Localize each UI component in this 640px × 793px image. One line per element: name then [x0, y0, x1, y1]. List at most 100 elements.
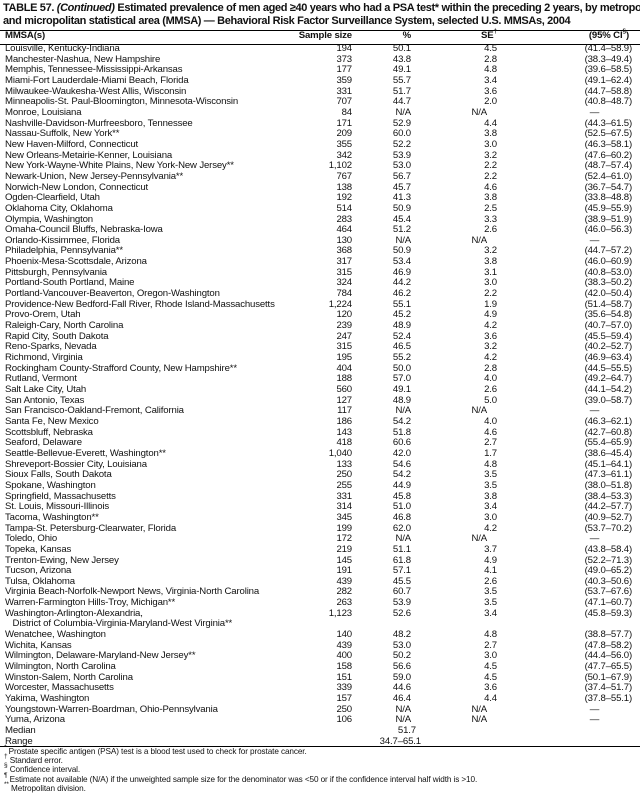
table-row: New Orleans-Metairie-Kenner, Louisiana 34…: [0, 149, 640, 162]
ci-cell: (44.4–56.0): [584, 650, 633, 662]
table-row: Winston-Salem, North Carolina 151 59.0 4.5 (…: [0, 671, 640, 684]
percent-cell: 49.1: [392, 64, 411, 76]
se-cell: 2.7: [484, 639, 497, 651]
title-line-2: and micropolitan statistical area (MMSA)…: [3, 15, 571, 27]
se-cell: N/A: [471, 106, 487, 118]
mmsa-cell: Omaha-Council Bluffs, Nebraska-Iowa: [5, 224, 163, 236]
header-ci-label: (95% CI: [588, 30, 623, 41]
sample-size-cell: 331: [336, 85, 352, 97]
mmsa-cell: Warren-Farmington Hills-Troy, Michigan**: [5, 597, 176, 609]
mmsa-cell: Richmond, Virginia: [5, 352, 83, 364]
ci-cell: —: [589, 405, 600, 417]
sample-size-cell: 130: [336, 234, 352, 246]
sample-size-cell: 342: [336, 149, 352, 161]
sample-size-cell: 143: [336, 426, 352, 438]
sample-size-cell: 560: [336, 384, 352, 395]
percent-cell: 53.9: [392, 597, 411, 609]
sample-size-cell: 199: [336, 522, 352, 534]
percent-cell: 46.9: [392, 266, 411, 278]
percent-cell: 48.9: [392, 320, 411, 332]
percent-cell: N/A: [395, 106, 411, 118]
table-row: Wilmington, Delaware-Maryland-New Jersey…: [0, 651, 640, 662]
ci-cell: (44.3–61.5): [584, 117, 633, 129]
table-row: Omaha-Council Bluffs, Nebraska-Iowa 464 51…: [0, 224, 640, 236]
ci-cell: (38.3–50.2): [584, 277, 633, 289]
mmsa-cell: Yakima, Washington: [5, 693, 90, 705]
footnote-text: Estimate not available (N/A) if the unwe…: [9, 774, 478, 784]
table-row: Reno-Sparks, Nevada 315 46.5 3.2 (40.2–52.7): [0, 342, 640, 353]
se-cell: 3.1: [484, 266, 497, 278]
percent-cell: 51.8: [392, 426, 411, 438]
footnotes: * Prostate specific antigen (PSA) test i…: [4, 744, 478, 793]
se-cell: 2.7: [484, 437, 497, 449]
se-cell: 4.5: [484, 43, 497, 54]
sample-size-cell: 172: [336, 533, 352, 545]
percent-cell: N/A: [395, 533, 411, 545]
sample-size-cell: 209: [336, 128, 352, 140]
se-cell: 3.3: [484, 213, 497, 225]
ci-cell: (44.7–57.2): [584, 245, 633, 257]
mmsa-cell: Tulsa, Oklahoma: [5, 575, 75, 587]
mmsa-cell: Milwaukee-Waukesha-West Allis, Wisconsin: [5, 85, 187, 97]
percent-cell: 44.6: [392, 682, 411, 694]
table-row: Memphis, Tennessee-Mississippi-Arkansas 1…: [0, 65, 640, 76]
table-row: Wenatchee, Washington 140 48.2 4.8 (38.8–57.…: [0, 629, 640, 641]
mmsa-cell: Newark-Union, New Jersey-Pennsylvania**: [5, 170, 184, 182]
se-cell: 2.6: [484, 575, 497, 587]
se-cell: 2.8: [484, 53, 497, 65]
sample-size-cell: 784: [336, 288, 352, 300]
mmsa-cell: Olympia, Washington: [5, 213, 93, 225]
ci-cell: (47.1–60.7): [584, 597, 633, 609]
footnote-mark: †: [4, 753, 8, 761]
se-cell: 4.4: [484, 117, 497, 129]
sample-size-cell: 263: [336, 597, 352, 609]
table-row: Toledo, Ohio 172 N/A N/A —: [0, 534, 640, 545]
mmsa-cell: Shreveport-Bossier City, Louisiana: [5, 458, 147, 470]
sample-size-cell: 140: [336, 629, 352, 641]
table-row: Yakima, Washington 157 46.4 4.4 (37.8–55.1): [0, 693, 640, 705]
percent-cell: 53.0: [392, 639, 411, 651]
se-cell: 2.2: [484, 160, 497, 172]
summary-value: 34.7–65.1: [379, 735, 421, 747]
sample-size-cell: 1,123: [328, 607, 352, 619]
sample-size-cell: 127: [336, 394, 352, 406]
percent-cell: 45.5: [392, 575, 411, 587]
mmsa-cell: Wichita, Kansas: [5, 639, 72, 651]
table-row: Portland-South Portland, Maine 324 44.2 3.0…: [0, 278, 640, 289]
ci-cell: (51.4–58.7): [584, 298, 633, 310]
mmsa-cell: Winston-Salem, North Carolina: [5, 671, 133, 683]
percent-cell: 44.2: [392, 277, 411, 289]
header-mmsa: MMSA(s): [5, 30, 45, 41]
mmsa-cell: Louisville, Kentucky-Indiana: [5, 43, 120, 54]
ci-cell: —: [589, 703, 600, 715]
sample-size-cell: 464: [336, 224, 352, 236]
ci-cell: (46.0–60.9): [584, 256, 633, 268]
sample-size-cell: 239: [336, 320, 352, 332]
sample-size-cell: 255: [336, 479, 352, 491]
percent-cell: 45.8: [392, 490, 411, 502]
ci-cell: (50.1–67.9): [584, 671, 633, 683]
se-cell: 4.2: [484, 522, 497, 534]
title-line-1: Estimated prevalence of men aged ≥40 yea…: [117, 2, 640, 14]
table-row: Yuma, Arizona 106 N/A N/A —: [0, 715, 640, 726]
sample-size-cell: 138: [336, 181, 352, 193]
mmsa-cell: Portland-Vancouver-Beaverton, Oregon-Was…: [5, 288, 220, 300]
percent-cell: 62.0: [392, 522, 411, 534]
se-cell: 4.0: [484, 415, 497, 427]
footnote: § Confidence interval.: [4, 763, 477, 775]
se-cell: 2.2: [484, 170, 497, 182]
mmsa-cell: Youngstown-Warren-Boardman, Ohio-Pennsyl…: [5, 703, 218, 715]
se-cell: N/A: [471, 533, 487, 545]
ci-cell: (45.9–55.9): [584, 202, 633, 214]
table-row: Raleigh-Cary, North Carolina 239 48.9 4.2 (4…: [0, 320, 640, 332]
sample-size-cell: 400: [336, 650, 352, 662]
table-row: Newark-Union, New Jersey-Pennsylvania** 7…: [0, 170, 640, 183]
percent-cell: 55.7: [392, 74, 411, 86]
se-cell: 4.0: [484, 373, 497, 385]
mmsa-cell: Ogden-Clearfield, Utah: [5, 192, 100, 204]
ci-cell: (44.1–54.2): [584, 384, 633, 395]
ci-cell: (43.8–58.4): [584, 543, 633, 555]
ci-cell: (49.2–64.7): [584, 373, 633, 385]
sample-size-cell: 324: [336, 277, 352, 289]
footnote-mark: ¶: [4, 771, 8, 779]
